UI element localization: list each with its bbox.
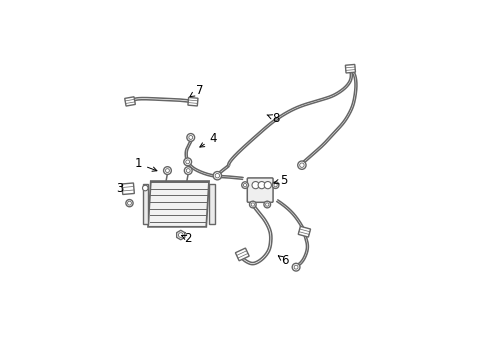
Text: 7: 7 (189, 84, 203, 97)
Polygon shape (208, 184, 214, 224)
Circle shape (265, 203, 268, 206)
FancyBboxPatch shape (247, 178, 272, 202)
Circle shape (251, 203, 254, 206)
Circle shape (213, 172, 221, 180)
Circle shape (186, 168, 190, 172)
Circle shape (273, 184, 277, 187)
Text: 6: 6 (278, 254, 288, 267)
Circle shape (178, 233, 183, 237)
Circle shape (293, 265, 297, 269)
Circle shape (185, 160, 189, 164)
Text: 4: 4 (200, 132, 217, 147)
Circle shape (251, 181, 259, 189)
Text: 1: 1 (134, 157, 157, 171)
Text: 3: 3 (116, 182, 123, 195)
Circle shape (142, 185, 148, 191)
Polygon shape (124, 97, 135, 106)
Circle shape (215, 174, 219, 178)
Polygon shape (187, 98, 198, 106)
Polygon shape (345, 64, 355, 73)
Text: 5: 5 (273, 174, 286, 187)
Circle shape (258, 181, 265, 189)
Circle shape (183, 158, 191, 166)
Circle shape (184, 167, 192, 175)
Circle shape (249, 201, 256, 208)
Polygon shape (122, 183, 134, 194)
Circle shape (264, 181, 271, 189)
Circle shape (163, 167, 171, 175)
Polygon shape (142, 184, 148, 224)
Circle shape (264, 201, 270, 208)
Polygon shape (298, 226, 310, 237)
Circle shape (127, 201, 131, 205)
Circle shape (243, 184, 246, 187)
Circle shape (186, 134, 194, 141)
Circle shape (272, 182, 278, 188)
Circle shape (125, 199, 133, 207)
Text: 8: 8 (266, 112, 279, 125)
Circle shape (292, 263, 299, 271)
Text: 2: 2 (181, 232, 192, 245)
Circle shape (297, 161, 305, 169)
Circle shape (165, 168, 169, 172)
Circle shape (188, 135, 192, 139)
Circle shape (241, 182, 248, 188)
Polygon shape (235, 248, 249, 261)
Circle shape (299, 163, 304, 167)
Polygon shape (148, 181, 208, 227)
